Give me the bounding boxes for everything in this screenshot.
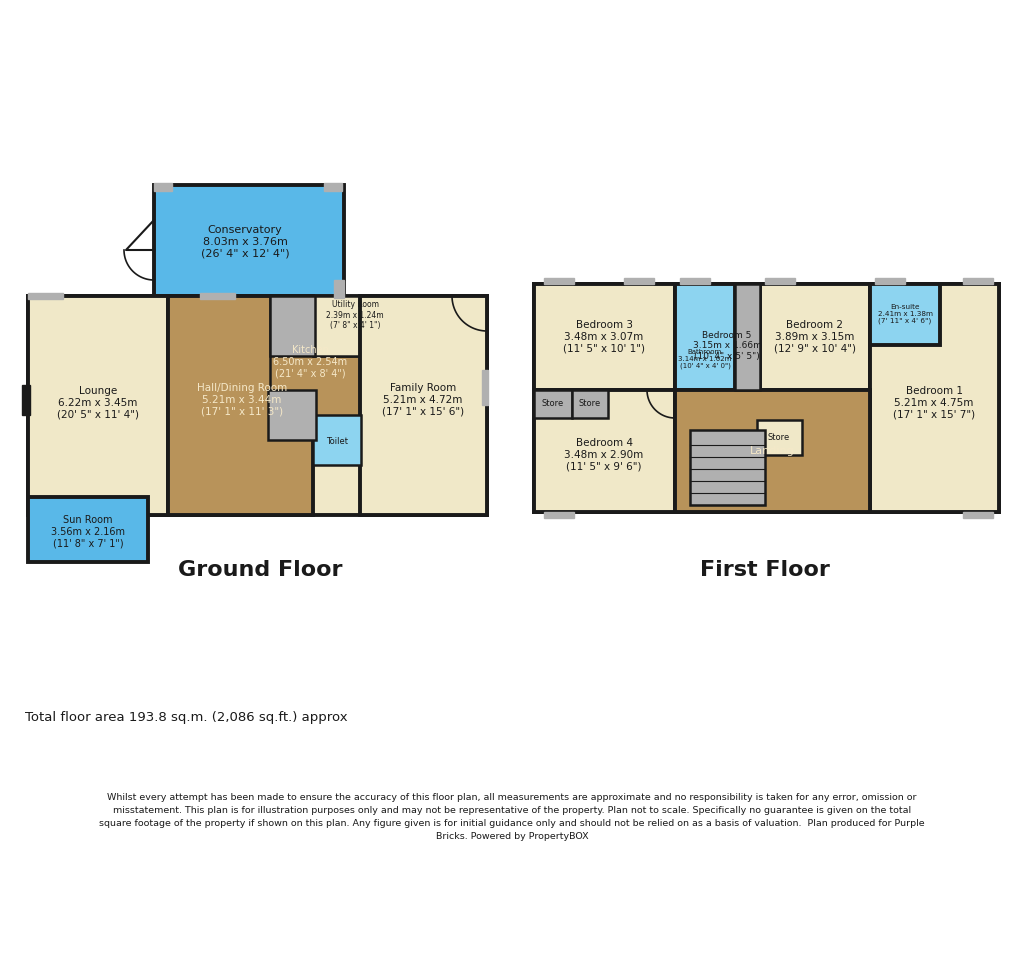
Bar [870, 284, 940, 345]
Text: Kitchen
6.50m x 2.54m
(21' 4" x 8' 4"): Kitchen 6.50m x 2.54m (21' 4" x 8' 4") [273, 346, 347, 378]
Bar [963, 512, 993, 518]
Bar [963, 278, 993, 284]
Bar [680, 278, 710, 284]
Bar [572, 390, 608, 418]
Bar [874, 278, 905, 284]
Bar [334, 280, 344, 298]
Bar [675, 284, 735, 390]
Text: Hall/Dining Room
5.21m x 3.44m
(17' 1" x 11' 3"): Hall/Dining Room 5.21m x 3.44m (17' 1" x… [197, 383, 287, 417]
Bar [268, 390, 316, 440]
Bar [757, 420, 802, 455]
Text: En-suite
2.41m x 1.38m
(7' 11" x 4' 6"): En-suite 2.41m x 1.38m (7' 11" x 4' 6") [878, 303, 933, 324]
Bar [675, 284, 760, 390]
Text: Landing: Landing [750, 446, 795, 456]
Text: Lounge
6.22m x 3.45m
(20' 5" x 11' 4"): Lounge 6.22m x 3.45m (20' 5" x 11' 4") [57, 386, 139, 420]
Text: Utility Room
2.39m x 1.24m
(7' 8" x 4' 1"): Utility Room 2.39m x 1.24m (7' 8" x 4' 1… [327, 300, 384, 330]
Bar [534, 390, 572, 418]
Text: Bedroom 3
3.48m x 3.07m
(11' 5" x 10' 1"): Bedroom 3 3.48m x 3.07m (11' 5" x 10' 1"… [563, 321, 645, 353]
Text: First Floor: First Floor [700, 560, 829, 580]
Bar [534, 284, 675, 390]
Text: Bedroom 1
5.21m x 4.75m
(17' 1" x 15' 7"): Bedroom 1 5.21m x 4.75m (17' 1" x 15' 7"… [893, 386, 975, 420]
Bar [760, 284, 870, 390]
Bar [270, 296, 315, 356]
Bar [28, 497, 148, 562]
Bar [313, 296, 395, 356]
Bar [534, 284, 999, 512]
Bar [534, 390, 675, 512]
Bar [544, 512, 574, 518]
Bar [482, 370, 488, 405]
Bar [313, 296, 395, 356]
Text: Store: Store [579, 399, 601, 409]
Bar [870, 284, 999, 512]
Text: Family Room
5.21m x 4.72m
(17' 1" x 15' 6"): Family Room 5.21m x 4.72m (17' 1" x 15' … [382, 383, 464, 417]
Text: Total floor area 193.8 sq.m. (2,086 sq.ft.) approx: Total floor area 193.8 sq.m. (2,086 sq.f… [25, 711, 347, 725]
Bar [360, 296, 487, 515]
Text: Sun Room
3.56m x 2.16m
(11' 8" x 7' 1"): Sun Room 3.56m x 2.16m (11' 8" x 7' 1") [51, 516, 125, 548]
Text: Store: Store [768, 434, 791, 443]
Text: Bedroom 2
3.89m x 3.15m
(12' 9" x 10' 4"): Bedroom 2 3.89m x 3.15m (12' 9" x 10' 4"… [774, 321, 856, 353]
Text: Conservatory
8.03m x 3.76m
(26' 4" x 12' 4"): Conservatory 8.03m x 3.76m (26' 4" x 12'… [201, 226, 290, 258]
Bar [270, 296, 360, 431]
Bar [200, 293, 234, 299]
Bar [324, 183, 342, 191]
Text: Bedroom 5
3.15m x 1.66m
(10' 4" x 5' 5"): Bedroom 5 3.15m x 1.66m (10' 4" x 5' 5") [692, 331, 762, 361]
Bar [28, 296, 487, 515]
Text: Bedroom 4
3.48m x 2.90m
(11' 5" x 9' 6"): Bedroom 4 3.48m x 2.90m (11' 5" x 9' 6") [564, 439, 644, 471]
Bar [675, 390, 870, 512]
Bar [544, 278, 574, 284]
Bar [765, 278, 795, 284]
Bar [624, 278, 654, 284]
Bar [22, 385, 30, 415]
Text: Store: Store [542, 399, 564, 409]
Text: Toilet: Toilet [326, 437, 348, 445]
Bar [154, 185, 344, 298]
Text: Ground Floor: Ground Floor [178, 560, 342, 580]
Bar [28, 296, 168, 515]
Text: Bathroom
3.14m x 1.02m
(10' 4" x 4' 0"): Bathroom 3.14m x 1.02m (10' 4" x 4' 0") [678, 348, 732, 370]
Bar [28, 293, 63, 299]
Bar [313, 415, 361, 465]
Bar [168, 296, 313, 515]
Text: Whilst every attempt has been made to ensure the accuracy of this floor plan, al: Whilst every attempt has been made to en… [99, 793, 925, 841]
Bar [154, 183, 172, 191]
Bar [735, 284, 760, 390]
Bar [690, 430, 765, 505]
